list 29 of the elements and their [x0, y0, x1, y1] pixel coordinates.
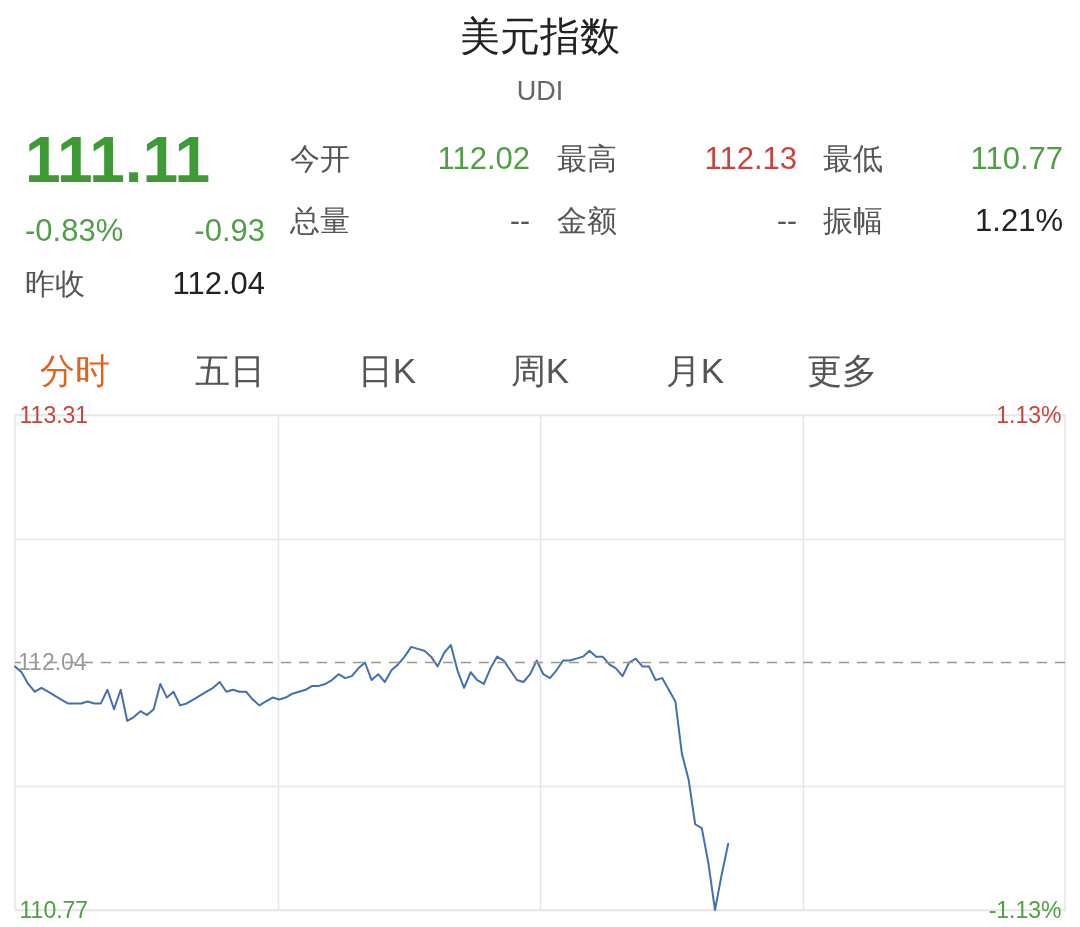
text: 110.77 — [970, 141, 1063, 176]
ref-line-label: 112.04 — [18, 648, 87, 675]
y2-tick-label: -1.13% — [988, 896, 1062, 923]
text: 金额 — [557, 204, 617, 237]
text: 月K — [665, 351, 725, 390]
text: -0.83% — [25, 213, 124, 248]
text: 今开 — [290, 142, 350, 175]
text: 更多 — [807, 351, 877, 390]
text: 最高 — [557, 142, 617, 175]
chart-subtitle: UDI — [516, 76, 564, 106]
text: 周K — [510, 351, 570, 390]
text: 112.04 — [172, 266, 265, 301]
text: 111.11 — [25, 124, 211, 196]
text: 112.13 — [704, 141, 797, 176]
y-tick-label: 113.31 — [19, 401, 89, 428]
text: 1.21% — [975, 203, 1063, 238]
text: -- — [777, 204, 797, 237]
text: 五日 — [195, 351, 265, 390]
text: -0.93 — [194, 213, 265, 248]
text: 最低 — [823, 142, 883, 175]
text: 总量 — [289, 204, 350, 237]
text: 112.02 — [437, 141, 530, 176]
text: 昨收 — [25, 267, 85, 300]
text: -- — [510, 204, 530, 237]
chart-title: 美元指数 — [460, 14, 620, 58]
text: 日K — [357, 351, 417, 390]
text: 振幅 — [823, 204, 883, 237]
y2-tick-label: 1.13% — [996, 401, 1062, 428]
text: 分时 — [40, 351, 110, 390]
